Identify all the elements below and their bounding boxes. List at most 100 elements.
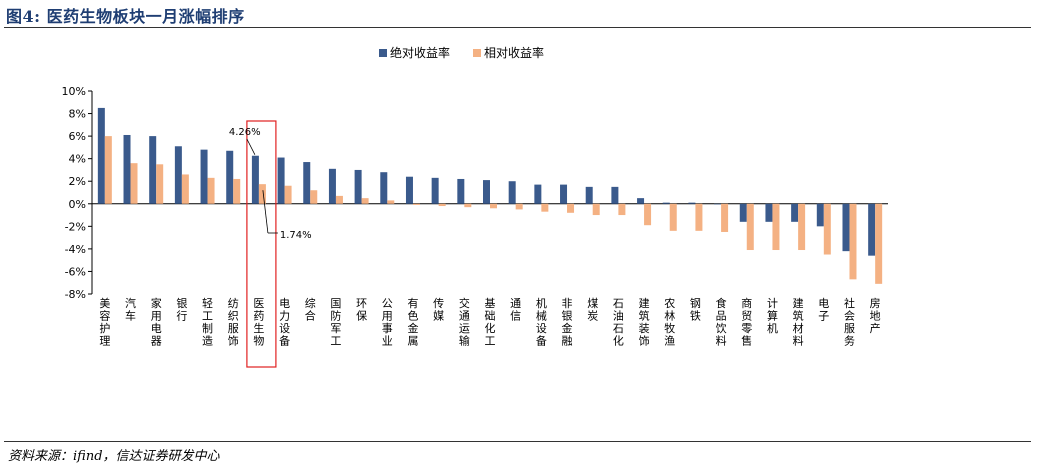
x-category-label: 综合 bbox=[305, 296, 316, 323]
bar-relative-14 bbox=[464, 203, 472, 208]
x-category-label: 社会服务 bbox=[844, 296, 855, 348]
bar-absolute-7 bbox=[277, 157, 285, 204]
bar-absolute-21 bbox=[637, 198, 645, 204]
bar-absolute-25 bbox=[739, 203, 747, 222]
bar-relative-29 bbox=[849, 203, 857, 280]
y-tick-label: -2% bbox=[65, 220, 86, 233]
x-category-label: 美容护理 bbox=[99, 297, 110, 348]
bar-absolute-4 bbox=[200, 149, 208, 204]
legend-label-relative: 相对收益率 bbox=[484, 45, 544, 60]
y-tick-label: -6% bbox=[65, 265, 86, 278]
bar-absolute-14 bbox=[457, 178, 465, 204]
bar-absolute-22 bbox=[662, 202, 670, 204]
figure-title: 图4: 医药生物板块一月涨幅排序 bbox=[6, 7, 245, 26]
bar-relative-24 bbox=[721, 203, 729, 232]
x-axis-labels: 美容护理 汽车 家用电器 银行 轻工制造 纺织服饰 医药生物 电力设备 综合 国防军工 环保 公用事业… bbox=[99, 296, 880, 348]
bar-absolute-0 bbox=[97, 107, 105, 204]
bottom-rule bbox=[4, 441, 1031, 442]
bar-relative-25 bbox=[746, 203, 754, 251]
x-category-label: 商贸零售 bbox=[741, 296, 752, 348]
bar-relative-10 bbox=[361, 198, 369, 204]
y-tick-label: 0% bbox=[69, 198, 86, 211]
bar-absolute-29 bbox=[842, 203, 850, 252]
x-category-label: 汽车 bbox=[125, 296, 136, 323]
bar-relative-28 bbox=[823, 203, 831, 255]
bar-absolute-11 bbox=[380, 172, 388, 204]
bar-relative-13 bbox=[438, 203, 446, 207]
x-category-label: 建筑材料 bbox=[793, 296, 804, 348]
x-category-label: 房地产 bbox=[870, 297, 881, 335]
bar-absolute-2 bbox=[149, 136, 157, 204]
x-category-label: 传媒 bbox=[433, 297, 444, 323]
x-category-label: 电力设备 bbox=[279, 297, 290, 348]
x-category-label: 国防军工 bbox=[330, 297, 341, 348]
bar-relative-0 bbox=[104, 136, 112, 204]
x-category-label: 通信 bbox=[510, 297, 521, 323]
x-category-label: 有色金属 bbox=[407, 296, 418, 348]
bar-relative-20 bbox=[618, 203, 626, 216]
x-category-label: 基础化工 bbox=[485, 297, 496, 348]
bar-absolute-30 bbox=[868, 203, 876, 256]
y-tick-label: -4% bbox=[65, 243, 86, 256]
legend-label-absolute: 绝对收益率 bbox=[390, 45, 450, 60]
bar-absolute-19 bbox=[585, 186, 593, 204]
y-tick-label: 8% bbox=[69, 108, 86, 121]
bar-absolute-27 bbox=[791, 203, 799, 222]
annotation-leader-relative bbox=[262, 190, 269, 234]
bar-absolute-17 bbox=[534, 184, 542, 204]
bar-absolute-18 bbox=[560, 184, 568, 204]
bar-relative-11 bbox=[387, 200, 395, 204]
x-category-label: 建筑装饰 bbox=[639, 296, 650, 348]
x-category-label: 煤炭 bbox=[587, 297, 598, 323]
x-category-label: 石油石化 bbox=[613, 297, 624, 348]
bar-relative-23 bbox=[695, 203, 703, 231]
bar-relative-26 bbox=[772, 203, 780, 251]
x-category-label: 钢铁 bbox=[690, 297, 701, 323]
bar-relative-2 bbox=[156, 164, 164, 204]
x-category-label: 轻工制造 bbox=[202, 296, 213, 348]
bar-relative-8 bbox=[310, 190, 318, 204]
bar-absolute-6 bbox=[251, 155, 259, 204]
bar-absolute-24 bbox=[714, 203, 722, 205]
bar-relative-9 bbox=[335, 195, 343, 204]
x-category-label: 农林牧渔 bbox=[664, 296, 675, 348]
bar-relative-22 bbox=[669, 203, 677, 231]
bar-relative-21 bbox=[644, 203, 652, 226]
bar-relative-5 bbox=[233, 178, 241, 204]
bar-absolute-8 bbox=[303, 162, 311, 204]
x-category-label: 纺织服饰 bbox=[228, 296, 239, 348]
legend-swatch-relative bbox=[473, 49, 481, 57]
x-category-label: 电子 bbox=[818, 297, 829, 323]
x-category-label: 计算机 bbox=[767, 297, 778, 335]
bar-absolute-9 bbox=[328, 168, 336, 204]
highlight-box bbox=[246, 120, 277, 368]
bar-relative-17 bbox=[541, 203, 549, 212]
bar-absolute-16 bbox=[508, 181, 516, 204]
bar-absolute-23 bbox=[688, 202, 696, 204]
y-tick-label: -8% bbox=[65, 288, 86, 301]
bar-relative-19 bbox=[592, 203, 600, 216]
bar-series bbox=[97, 107, 883, 284]
top-rule bbox=[4, 27, 1031, 28]
y-tick-label: 10% bbox=[62, 85, 86, 98]
bar-relative-7 bbox=[284, 185, 292, 204]
bar-relative-6 bbox=[258, 184, 266, 204]
bar-relative-15 bbox=[490, 203, 497, 209]
bar-absolute-13 bbox=[431, 177, 439, 204]
bar-absolute-10 bbox=[354, 169, 362, 204]
x-category-label: 机械设备 bbox=[536, 296, 547, 348]
x-category-label: 食品饮料 bbox=[716, 296, 727, 348]
bar-relative-1 bbox=[130, 163, 138, 204]
y-tick-label: 6% bbox=[69, 130, 86, 143]
x-category-label: 银行 bbox=[176, 296, 187, 323]
bar-absolute-1 bbox=[123, 134, 131, 204]
annotation-absolute: 4.26% bbox=[229, 127, 261, 138]
x-category-label: 交通运输 bbox=[459, 296, 470, 348]
chart-annotations: 4.26% 1.74% bbox=[229, 120, 312, 368]
x-category-label: 公用事业 bbox=[382, 297, 393, 348]
bar-chart: 绝对收益率 相对收益率 10% 8% 6% 4% 2% 0% -2% -4% -6% -8% 美容护… bbox=[62, 45, 888, 368]
bar-absolute-26 bbox=[765, 203, 773, 222]
bar-absolute-28 bbox=[816, 203, 824, 227]
bar-absolute-3 bbox=[174, 146, 182, 204]
bar-absolute-15 bbox=[483, 180, 490, 204]
